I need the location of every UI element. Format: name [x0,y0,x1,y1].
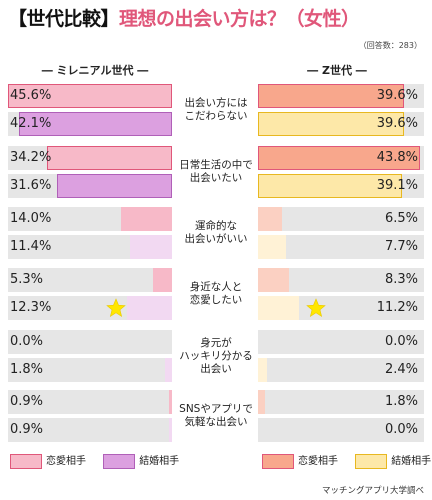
bar-genz-love [258,146,420,170]
bar-value: 0.0% [10,334,44,349]
bar-value: 31.6% [10,178,52,193]
legend-swatch-mil-marriage [103,453,136,469]
title-bracket-open: 【 [8,8,27,30]
bar-track [8,358,172,382]
bar-track [258,330,424,354]
bar-millennial-marriage [127,296,172,320]
bar-genz-love [258,268,289,292]
title-main: 理想の出会い方は？（女性） [119,8,360,30]
bar-genz-marriage [258,112,405,136]
bar-value: 5.3% [10,272,44,287]
group-heading-millennial: ― ミレニアル世代 ― [41,64,149,77]
bar-track [8,390,172,414]
category-label: 身近な人と 恋愛したい [189,281,243,306]
bar-genz-love [258,390,265,414]
bar-millennial-love [8,84,172,108]
legend-item-genz-love: 恋愛相手 [262,452,338,469]
bar-millennial-marriage [56,174,172,198]
bar-millennial-love [168,390,172,414]
bar-value: 0.0% [384,422,418,437]
group-heading-genz: ― Z世代 ― [307,64,367,77]
title-bracket-close: 】 [100,8,120,30]
bar-genz-marriage [258,358,267,382]
bar-track [8,268,172,292]
bar-value: 1.8% [10,362,44,377]
bar-track [8,330,172,354]
bar-millennial-love [47,146,172,170]
category-label: 出会い方には こだわらない [184,97,248,122]
category-label: 身元が ハッキリ分かる 出会い [179,336,253,375]
bar-genz-marriage [258,174,403,198]
bar-millennial-marriage [18,112,172,136]
bar-track [258,418,424,442]
bar-value: 14.0% [10,211,52,226]
bar-value: 39.6% [376,88,418,103]
bar-millennial-marriage [165,358,172,382]
bar-value: 39.1% [376,178,418,193]
bar-genz-marriage [258,235,287,259]
source-credit: マッチングアプリ大学調べ [321,486,424,496]
bar-millennial-marriage [130,235,172,259]
bar-track [258,390,424,414]
bar-value: 42.1% [10,116,52,131]
category-label: 日常生活の中で 出会いたい [179,159,253,184]
bar-value: 6.5% [384,211,418,226]
bar-value: 1.8% [384,394,418,409]
bar-value: 7.7% [384,239,418,254]
bar-genz-love [258,84,405,108]
bar-genz-marriage [258,296,300,320]
category-label: SNSやアプリで 気軽な出会い [179,403,253,428]
star-icon [306,298,326,318]
legend-genz: 恋愛相手 結婚相手 [262,452,432,469]
bar-value: 43.8% [376,150,418,165]
legend-item-mil-marriage: 結婚相手 [103,452,179,469]
bar-value: 2.4% [384,362,418,377]
bar-value: 0.9% [10,394,44,409]
bar-value: 11.2% [376,300,418,315]
legend-millennial: 恋愛相手 結婚相手 [10,452,193,469]
legend-label-mil-marriage: 結婚相手 [139,456,180,467]
star-icon [106,298,126,318]
bar-millennial-marriage [168,418,172,442]
bar-track [8,418,172,442]
page-title: 【世代比較】理想の出会い方は？（女性） [8,4,360,31]
respondent-count: （回答数：283） [358,41,422,50]
bar-value: 34.2% [10,150,52,165]
legend-swatch-genz-love [262,453,294,469]
category-label: 運命的な 出会いがいい [184,220,248,245]
bar-value: 0.9% [10,422,44,437]
bar-value: 12.3% [10,300,52,315]
bar-value: 8.3% [384,272,418,287]
legend-swatch-mil-love [10,453,42,469]
legend-label-genz-marriage: 結婚相手 [391,456,432,467]
bar-value: 45.6% [10,88,52,103]
bar-millennial-love [120,207,172,231]
bar-genz-love [258,207,282,231]
legend-item-genz-marriage: 結婚相手 [355,452,431,469]
bar-track [258,358,424,382]
legend-label-genz-love: 恋愛相手 [298,456,338,467]
bar-value: 11.4% [10,239,52,254]
bar-value: 39.6% [376,116,418,131]
bar-value: 0.0% [384,334,418,349]
title-lead: 世代比較 [26,8,102,30]
bar-millennial-love [152,268,172,292]
legend-swatch-genz-marriage [355,453,388,469]
legend-label-mil-love: 恋愛相手 [46,456,86,467]
bar-track [258,207,424,231]
legend-item-mil-love: 恋愛相手 [10,452,86,469]
